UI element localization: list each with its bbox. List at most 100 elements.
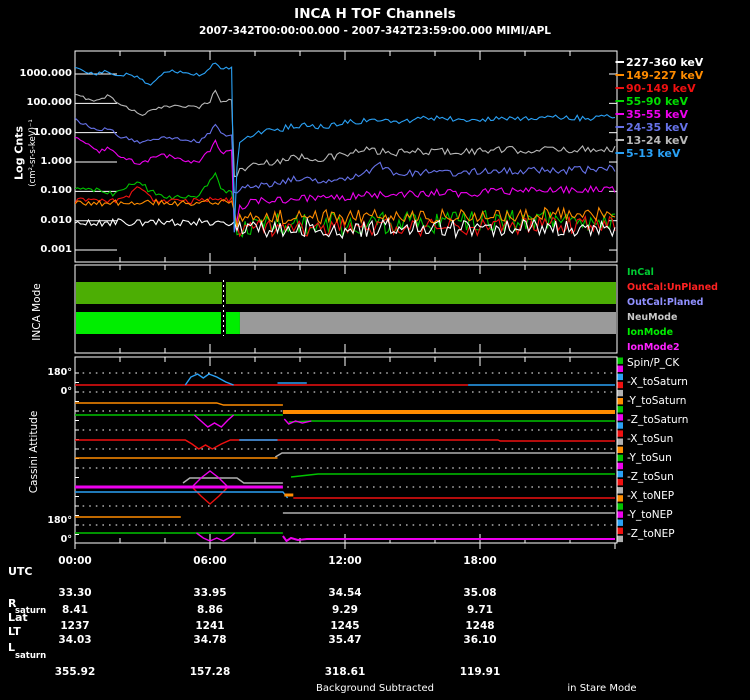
ephemeris-value: 34.54 [328, 587, 362, 599]
ephemeris-value: 1241 [195, 620, 225, 632]
attitude-right-color-tick [617, 527, 623, 534]
mode-mode-bar-segment [239, 312, 617, 334]
attitude-right-color-tick [617, 511, 623, 518]
ephemeris-value: 1237 [60, 620, 90, 632]
ephemeris-value: 33.95 [193, 587, 227, 599]
attitude-right-color-tick [617, 365, 623, 372]
mode-mode-bar-segment [225, 312, 240, 334]
attitude-right-color-tick [617, 495, 623, 502]
ephemeris-value: 35.47 [328, 634, 362, 646]
mode-legend-item: IonMode [627, 327, 674, 338]
mode-panel-border [74, 264, 618, 354]
counts-ytick-label: 0.010 [40, 214, 72, 226]
ephemeris-row-label: Lat [8, 611, 28, 624]
attitude-trace [274, 452, 615, 458]
attitude-right-color-tick [617, 414, 623, 421]
attitude-right-color-tick [617, 462, 623, 470]
ephemeris-value: 1245 [330, 620, 360, 632]
attitude-trace [191, 470, 229, 488]
ephemeris-value: 33.30 [58, 587, 92, 599]
energy-legend-item: 35-55 keV [626, 108, 689, 121]
attitude-right-color-tick [617, 479, 623, 486]
mode-legend-item: OutCal:Planed [627, 297, 704, 308]
attitude-right-color-tick [617, 454, 623, 462]
attitude-legend-item: -X_toNEP [627, 490, 675, 502]
attitude-legend-item: Spin/P_CK [627, 357, 680, 369]
attitude-ytick-label: 180° [47, 367, 72, 378]
counts-trace-13-24-kev [75, 89, 616, 178]
counts-trace-35-55-kev [75, 136, 616, 233]
energy-legend-item: 90-149 keV [626, 82, 696, 95]
attitude-trace [184, 373, 234, 386]
counts-ytick-label: 0.001 [40, 244, 72, 256]
energy-legend-item: 149-227 keV [626, 69, 704, 82]
energy-legend-item: 227-360 keV [626, 56, 704, 69]
counts-ytick-label: 1000.000 [19, 68, 72, 79]
ephemeris-value: 157.28 [189, 666, 231, 678]
attitude-legend-item: -Z_toNEP [627, 528, 675, 540]
counts-trace-149-227-kev [75, 198, 616, 228]
ephemeris-row-label: LT [8, 625, 21, 638]
attitude-right-color-tick [617, 470, 623, 478]
mode-pointing-bar-segment [76, 282, 222, 304]
mode-pointing-bar-segment [225, 282, 616, 304]
ephemeris-value: 8.41 [62, 604, 88, 616]
attitude-right-color-tick [617, 430, 623, 437]
attitude-trace [75, 491, 289, 499]
ephemeris-value: 1248 [465, 620, 495, 632]
utc-tick-label: 06:00 [193, 555, 227, 567]
attitude-trace [193, 414, 235, 428]
attitude-legend-item: -Y_toSun [627, 452, 672, 464]
attitude-legend-item: -X_toSun [627, 433, 674, 445]
attitude-legend-item: -Y_toSaturn [627, 395, 687, 407]
attitude-legend-item: -Z_toSun [627, 471, 674, 483]
counts-ytick-label: 100.000 [26, 97, 72, 109]
attitude-legend-item: -Z_toSaturn [627, 414, 689, 426]
stare-mode-note: in Stare Mode [567, 683, 637, 694]
ephemeris-value: 355.92 [54, 666, 96, 678]
page-title: INCA H TOF Channels [294, 6, 456, 22]
attitude-trace [288, 420, 615, 423]
attitude-ytick-label: 0° [60, 534, 72, 545]
attitude-right-color-tick [617, 519, 623, 526]
energy-legend-item: 5-13 keV [626, 147, 681, 160]
mode-legend-item: OutCal:UnPlaned [627, 282, 718, 293]
attitude-right-color-tick [617, 446, 623, 453]
attitude-right-color-tick [617, 381, 623, 389]
utc-tick-label: 00:00 [58, 555, 92, 567]
energy-legend-item: 55-90 keV [626, 95, 689, 108]
attitude-ytick-label: 0° [60, 386, 72, 397]
counts-trace-5-13-kev [75, 62, 616, 233]
attitude-trace [75, 402, 283, 406]
ephemeris-value: 8.86 [197, 604, 223, 616]
ephemeris-row-sublabel: saturn [15, 606, 47, 616]
attitude-trace [191, 486, 229, 505]
ephemeris-row-label: R [8, 597, 17, 610]
attitude-right-color-tick [617, 535, 623, 543]
attitude-panel-border [74, 356, 618, 544]
attitude-right-color-tick [617, 503, 623, 510]
attitude-panel-label: Cassini Attitude [28, 410, 40, 494]
attitude-trace [75, 439, 615, 450]
attitude-right-color-tick [617, 422, 623, 429]
attitude-right-color-tick [617, 398, 623, 405]
utc-row-label: UTC [8, 565, 33, 578]
mode-mode-bar-segment [76, 312, 222, 334]
energy-legend-item: 13-24 keV [626, 134, 689, 147]
attitude-right-color-tick [617, 389, 623, 397]
counts-trace-24-35-kev [75, 117, 616, 194]
attitude-right-color-tick [617, 438, 623, 445]
ephemeris-value: 119.91 [459, 666, 501, 678]
counts-trace-227-360-kev [75, 216, 616, 240]
attitude-ytick-label: 180° [47, 515, 72, 526]
ephemeris-value: 34.78 [193, 634, 227, 646]
mode-legend-item: InCal [627, 267, 654, 278]
counts-panel-border [74, 50, 618, 263]
attitude-trace [182, 477, 283, 484]
attitude-right-color-tick [617, 406, 623, 413]
counts-ytick-label: 0.100 [40, 185, 72, 197]
background-subtracted-note: Background Subtracted [316, 683, 434, 694]
energy-legend-item: 24-35 keV [626, 121, 689, 134]
ephemeris-value: 34.03 [58, 634, 92, 646]
attitude-right-color-tick [617, 357, 623, 364]
